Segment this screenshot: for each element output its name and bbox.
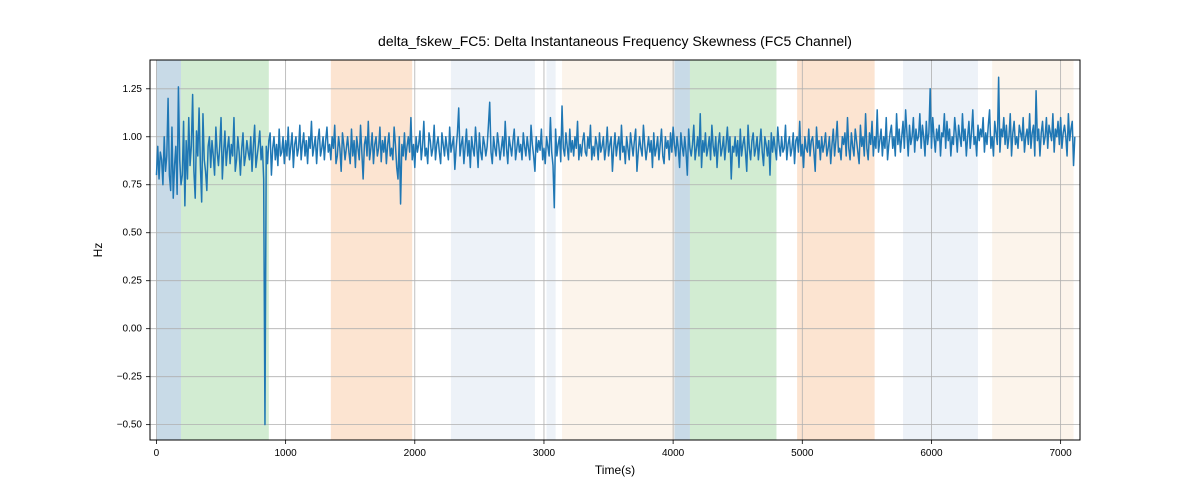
band-9 [903,60,978,440]
band-10 [992,60,1073,440]
band-8 [797,60,875,440]
ytick-label: 0.50 [123,228,143,239]
band-5 [562,60,674,440]
xtick-label: 5000 [791,448,814,459]
ytick-label: 1.25 [123,84,143,95]
band-1 [181,60,269,440]
xtick-label: 4000 [662,448,685,459]
chart-container: 0 1000 2000 3000 4000 5000 6000 7000 −0.50 −0.25 0… [0,0,1200,500]
y-axis-label: Hz [91,243,105,258]
xtick-label: 7000 [1050,448,1073,459]
xtick-label: 2000 [404,448,427,459]
ytick-label: 0.25 [123,276,143,287]
xtick-label: 0 [154,448,160,459]
xtick-label: 1000 [275,448,298,459]
ytick-label: −0.25 [117,372,143,383]
xtick-label: 3000 [533,448,556,459]
ytick-label: −0.50 [117,420,143,431]
chart-svg: 0 1000 2000 3000 4000 5000 6000 7000 −0.50 −0.25 0… [0,0,1200,500]
ytick-label: 0.00 [123,324,143,335]
chart-title: delta_fskew_FC5: Delta Instantaneous Fre… [378,33,852,49]
band-2 [331,60,412,440]
band-4 [547,60,556,440]
xtick-label: 6000 [920,448,943,459]
band-3 [451,60,535,440]
ytick-label: 0.75 [123,180,143,191]
band-6 [674,60,690,440]
x-axis-label: Time(s) [595,463,635,477]
ytick-label: 1.00 [123,132,143,143]
band-7 [690,60,777,440]
